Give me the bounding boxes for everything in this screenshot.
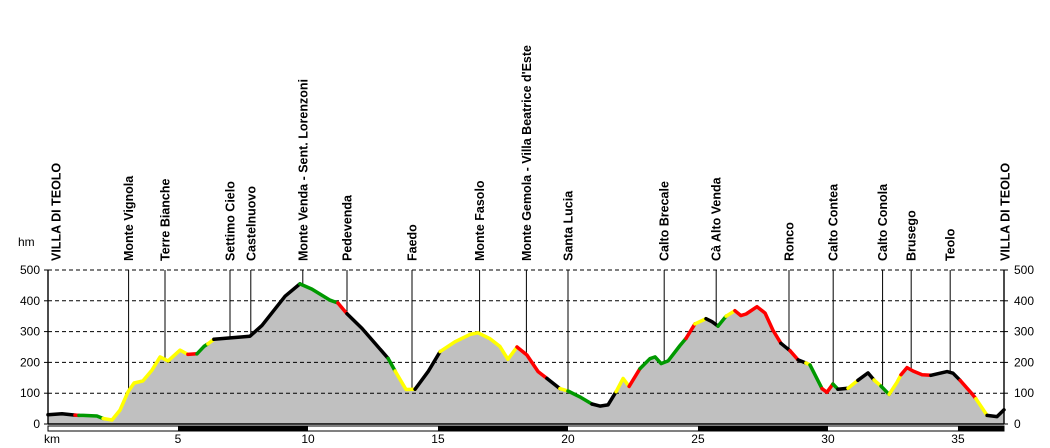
profile-segment-r: [627, 366, 642, 389]
waypoint-label: Faedo: [406, 224, 420, 261]
waypoint-label: Ronco: [783, 222, 797, 261]
profile-segment-g: [716, 314, 728, 328]
profile-segment-k: [779, 341, 792, 353]
profile-segment-k: [46, 412, 77, 417]
x-tick-label: 20: [561, 432, 575, 446]
profile-segment-y: [614, 376, 631, 394]
waypoint-label: Pedevenda: [341, 194, 355, 261]
y-tick-label-left: 0: [33, 417, 40, 431]
y-tick-label-right: 200: [1014, 355, 1034, 369]
axis-frame: [44, 269, 1008, 425]
waypoint-label: Santa Lucia: [562, 190, 576, 261]
waypoint-label: Cà Alto Venda: [710, 176, 724, 261]
waypoint-label: Settimo Cielo: [224, 181, 238, 261]
y-axis-ticks: 0 0 100 100 200 200 300 300 400 400 500 500 hm: [18, 235, 1034, 431]
y-tick-label-right: 0: [1014, 417, 1021, 431]
waypoint-label: Calto Brecale: [658, 181, 672, 261]
profile-segment-k: [985, 408, 1006, 419]
y-axis-unit-label: hm: [18, 235, 35, 249]
distance-bar-segment: [437, 426, 568, 431]
waypoint-label: Monte Fasolo: [473, 180, 487, 261]
waypoint-label: Terre Bianche: [159, 179, 173, 261]
x-tick-label: 10: [301, 432, 315, 446]
x-axis-ticks: 5 10 15 20 25 30 35 km: [44, 432, 965, 446]
profile-segment-r: [515, 345, 549, 381]
profile-segment-y: [846, 378, 860, 391]
profile-segment-g: [77, 413, 105, 421]
profile-segment-r: [684, 322, 697, 341]
distance-bar-segment: [697, 426, 828, 431]
profile-segment-k: [929, 369, 962, 383]
waypoint-label: Brusego: [905, 210, 919, 261]
profile-segment-k: [704, 316, 720, 328]
waypoint-label: Castelnuovo: [244, 186, 258, 261]
waypoint-label: VILLA DI TEOLO: [998, 163, 1012, 261]
profile-segment-y: [693, 316, 708, 326]
x-axis-unit-label: km: [44, 432, 60, 446]
waypoint-label: Monte Venda - Sent. Lorenzoni: [296, 79, 310, 261]
waypoint-label: Calto Contea: [827, 183, 841, 261]
y-tick-label-left: 300: [20, 325, 40, 339]
distance-bar: [47, 425, 1005, 432]
distance-bar-segment: [177, 426, 308, 431]
profile-segment-y: [887, 372, 903, 397]
profile-segment-y: [393, 369, 417, 392]
x-tick-label: 15: [431, 432, 445, 446]
profile-line: [46, 282, 1006, 422]
profile-segment-r: [336, 301, 349, 316]
profile-segment-r: [958, 378, 978, 401]
profile-segment-r: [788, 348, 800, 362]
profile-segment-k: [212, 282, 302, 342]
y-tick-label-left: 400: [20, 294, 40, 308]
distance-bar-segment: [957, 426, 1004, 431]
waypoint-label: Calto Conola: [876, 183, 890, 261]
profile-segment-y: [438, 331, 519, 362]
y-tick-label-right: 500: [1014, 263, 1034, 277]
profile-segment-y: [974, 396, 989, 418]
y-tick-label-left: 100: [20, 386, 40, 400]
profile-segment-k: [345, 311, 390, 361]
profile-segment-k: [856, 371, 876, 383]
waypoint-label: Teolo: [944, 228, 958, 261]
waypoint-label: VILLA DI TEOLO: [49, 163, 63, 261]
waypoint-lines: [128, 270, 951, 392]
profile-area: [48, 283, 1004, 424]
x-tick-label: 25: [691, 432, 705, 446]
profile-segment-k: [413, 349, 442, 391]
y-tick-label-left: 500: [20, 263, 40, 277]
profile-segment-r: [820, 382, 835, 395]
waypoint-label: Monte Gemola - Villa Beatrice d'Este: [520, 45, 534, 261]
waypoint-labels: VILLA DI TEOLO Monte Vignola Terre Bianche…: [49, 45, 1012, 261]
profile-segment-k: [545, 376, 562, 391]
profile-segment-g: [386, 356, 397, 373]
profile-segment-g: [638, 336, 688, 371]
y-tick-label-right: 100: [1014, 386, 1034, 400]
x-tick-label: 30: [821, 432, 835, 446]
y-tick-label-right: 400: [1014, 294, 1034, 308]
y-tick-label-left: 200: [20, 355, 40, 369]
profile-segment-r: [733, 304, 783, 346]
profile-segment-r: [899, 365, 933, 378]
profile-segment-g: [808, 363, 824, 391]
profile-segment-k: [590, 389, 618, 408]
x-tick-label: 5: [175, 432, 182, 446]
profile-segment-y: [101, 348, 190, 422]
waypoint-label: Monte Vignola: [122, 175, 136, 261]
profile-segment-g: [298, 282, 340, 305]
x-tick-label: 35: [951, 432, 965, 446]
y-tick-label-right: 300: [1014, 325, 1034, 339]
profile-segment-g: [566, 389, 594, 406]
profile-segment-g: [879, 384, 891, 397]
